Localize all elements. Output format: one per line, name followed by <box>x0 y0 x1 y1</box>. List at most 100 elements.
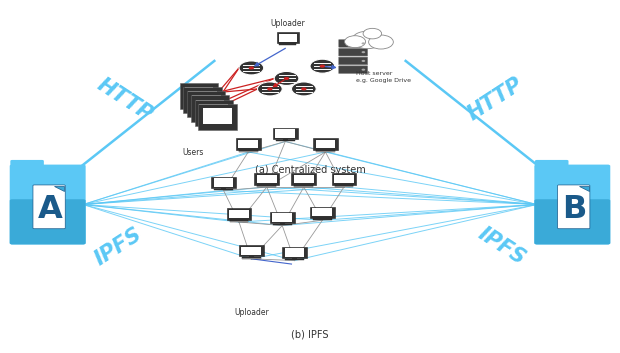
Bar <box>241 247 261 255</box>
Circle shape <box>267 88 273 90</box>
Bar <box>273 128 298 139</box>
Bar <box>291 173 316 185</box>
Bar <box>257 175 277 183</box>
Bar <box>280 44 296 45</box>
Bar <box>310 207 335 218</box>
Bar <box>285 249 304 257</box>
Bar <box>334 175 354 183</box>
Text: Users: Users <box>182 149 203 157</box>
Bar <box>236 138 260 150</box>
Bar <box>211 177 236 188</box>
Text: A: A <box>38 194 63 225</box>
Bar <box>275 129 295 138</box>
Bar <box>184 87 222 113</box>
Bar <box>203 108 232 124</box>
Bar <box>313 218 332 220</box>
Bar <box>323 149 328 150</box>
Bar <box>185 87 213 103</box>
Circle shape <box>320 65 325 68</box>
FancyBboxPatch shape <box>33 185 65 229</box>
Bar <box>272 214 292 222</box>
Bar <box>285 259 304 261</box>
Bar <box>239 140 258 148</box>
FancyBboxPatch shape <box>339 48 368 56</box>
FancyBboxPatch shape <box>557 185 590 229</box>
FancyBboxPatch shape <box>10 199 86 244</box>
Bar <box>221 187 226 189</box>
Bar <box>257 185 276 187</box>
Circle shape <box>301 88 306 90</box>
Bar <box>276 139 294 141</box>
Bar <box>198 104 237 130</box>
Bar <box>332 173 356 185</box>
Text: (a) Centralized system: (a) Centralized system <box>255 165 365 175</box>
Bar <box>239 151 258 152</box>
Bar <box>242 257 261 259</box>
Bar <box>242 258 261 259</box>
Bar <box>320 217 325 219</box>
Circle shape <box>284 77 290 80</box>
Bar <box>200 104 228 120</box>
Bar <box>335 186 353 187</box>
Bar <box>282 247 307 258</box>
Bar <box>285 42 290 44</box>
Bar <box>229 210 249 218</box>
Bar <box>239 245 264 256</box>
Circle shape <box>257 82 282 96</box>
Bar <box>237 219 241 221</box>
Polygon shape <box>579 186 588 191</box>
Bar <box>254 173 279 185</box>
Bar <box>335 185 353 187</box>
Bar <box>188 91 217 108</box>
FancyBboxPatch shape <box>339 66 368 73</box>
Bar <box>229 220 249 222</box>
FancyBboxPatch shape <box>339 57 368 65</box>
Text: Uploader: Uploader <box>270 19 305 28</box>
Text: B: B <box>562 194 587 225</box>
FancyBboxPatch shape <box>534 164 610 244</box>
Circle shape <box>274 71 299 85</box>
Circle shape <box>239 61 264 75</box>
Circle shape <box>361 60 365 62</box>
Bar <box>246 149 250 150</box>
Bar <box>280 43 296 45</box>
Circle shape <box>352 31 383 49</box>
Bar <box>285 260 304 261</box>
Circle shape <box>361 42 365 44</box>
Bar <box>316 140 335 148</box>
Circle shape <box>369 35 393 49</box>
Bar <box>294 175 314 183</box>
Bar <box>316 150 335 152</box>
Bar <box>192 95 221 112</box>
Polygon shape <box>54 186 64 191</box>
Bar <box>270 212 294 223</box>
Bar <box>195 100 233 126</box>
Circle shape <box>345 36 366 48</box>
Text: HTTP: HTTP <box>464 74 526 125</box>
Bar <box>257 186 276 187</box>
Bar <box>316 151 335 152</box>
Circle shape <box>363 28 381 39</box>
Bar <box>312 208 332 216</box>
Circle shape <box>310 59 335 73</box>
Bar <box>294 185 313 187</box>
Bar <box>227 208 251 220</box>
Bar <box>229 221 249 222</box>
Bar <box>239 150 258 152</box>
FancyBboxPatch shape <box>535 160 569 172</box>
Bar <box>273 223 291 225</box>
FancyBboxPatch shape <box>534 199 610 244</box>
Bar <box>249 256 254 257</box>
FancyBboxPatch shape <box>10 164 86 244</box>
FancyBboxPatch shape <box>339 40 368 47</box>
Bar <box>191 95 229 122</box>
Bar <box>342 184 347 185</box>
Bar <box>196 100 224 116</box>
Bar <box>264 184 269 185</box>
Bar <box>180 83 218 109</box>
Bar <box>313 138 338 150</box>
Text: (b) IPFS: (b) IPFS <box>291 329 329 339</box>
Circle shape <box>361 68 365 71</box>
Bar <box>283 138 288 140</box>
Text: IPFS: IPFS <box>91 224 146 269</box>
